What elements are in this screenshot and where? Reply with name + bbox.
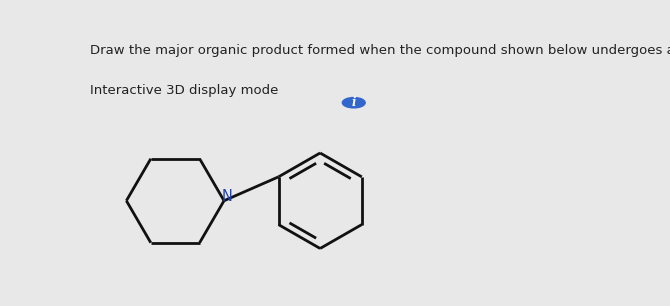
Circle shape [342,98,365,108]
Text: Interactive 3D display mode: Interactive 3D display mode [90,84,278,97]
Text: i: i [352,96,356,109]
Text: N: N [221,189,232,204]
Text: Draw the major organic product formed when the compound shown below undergoes a : Draw the major organic product formed wh… [90,44,670,57]
